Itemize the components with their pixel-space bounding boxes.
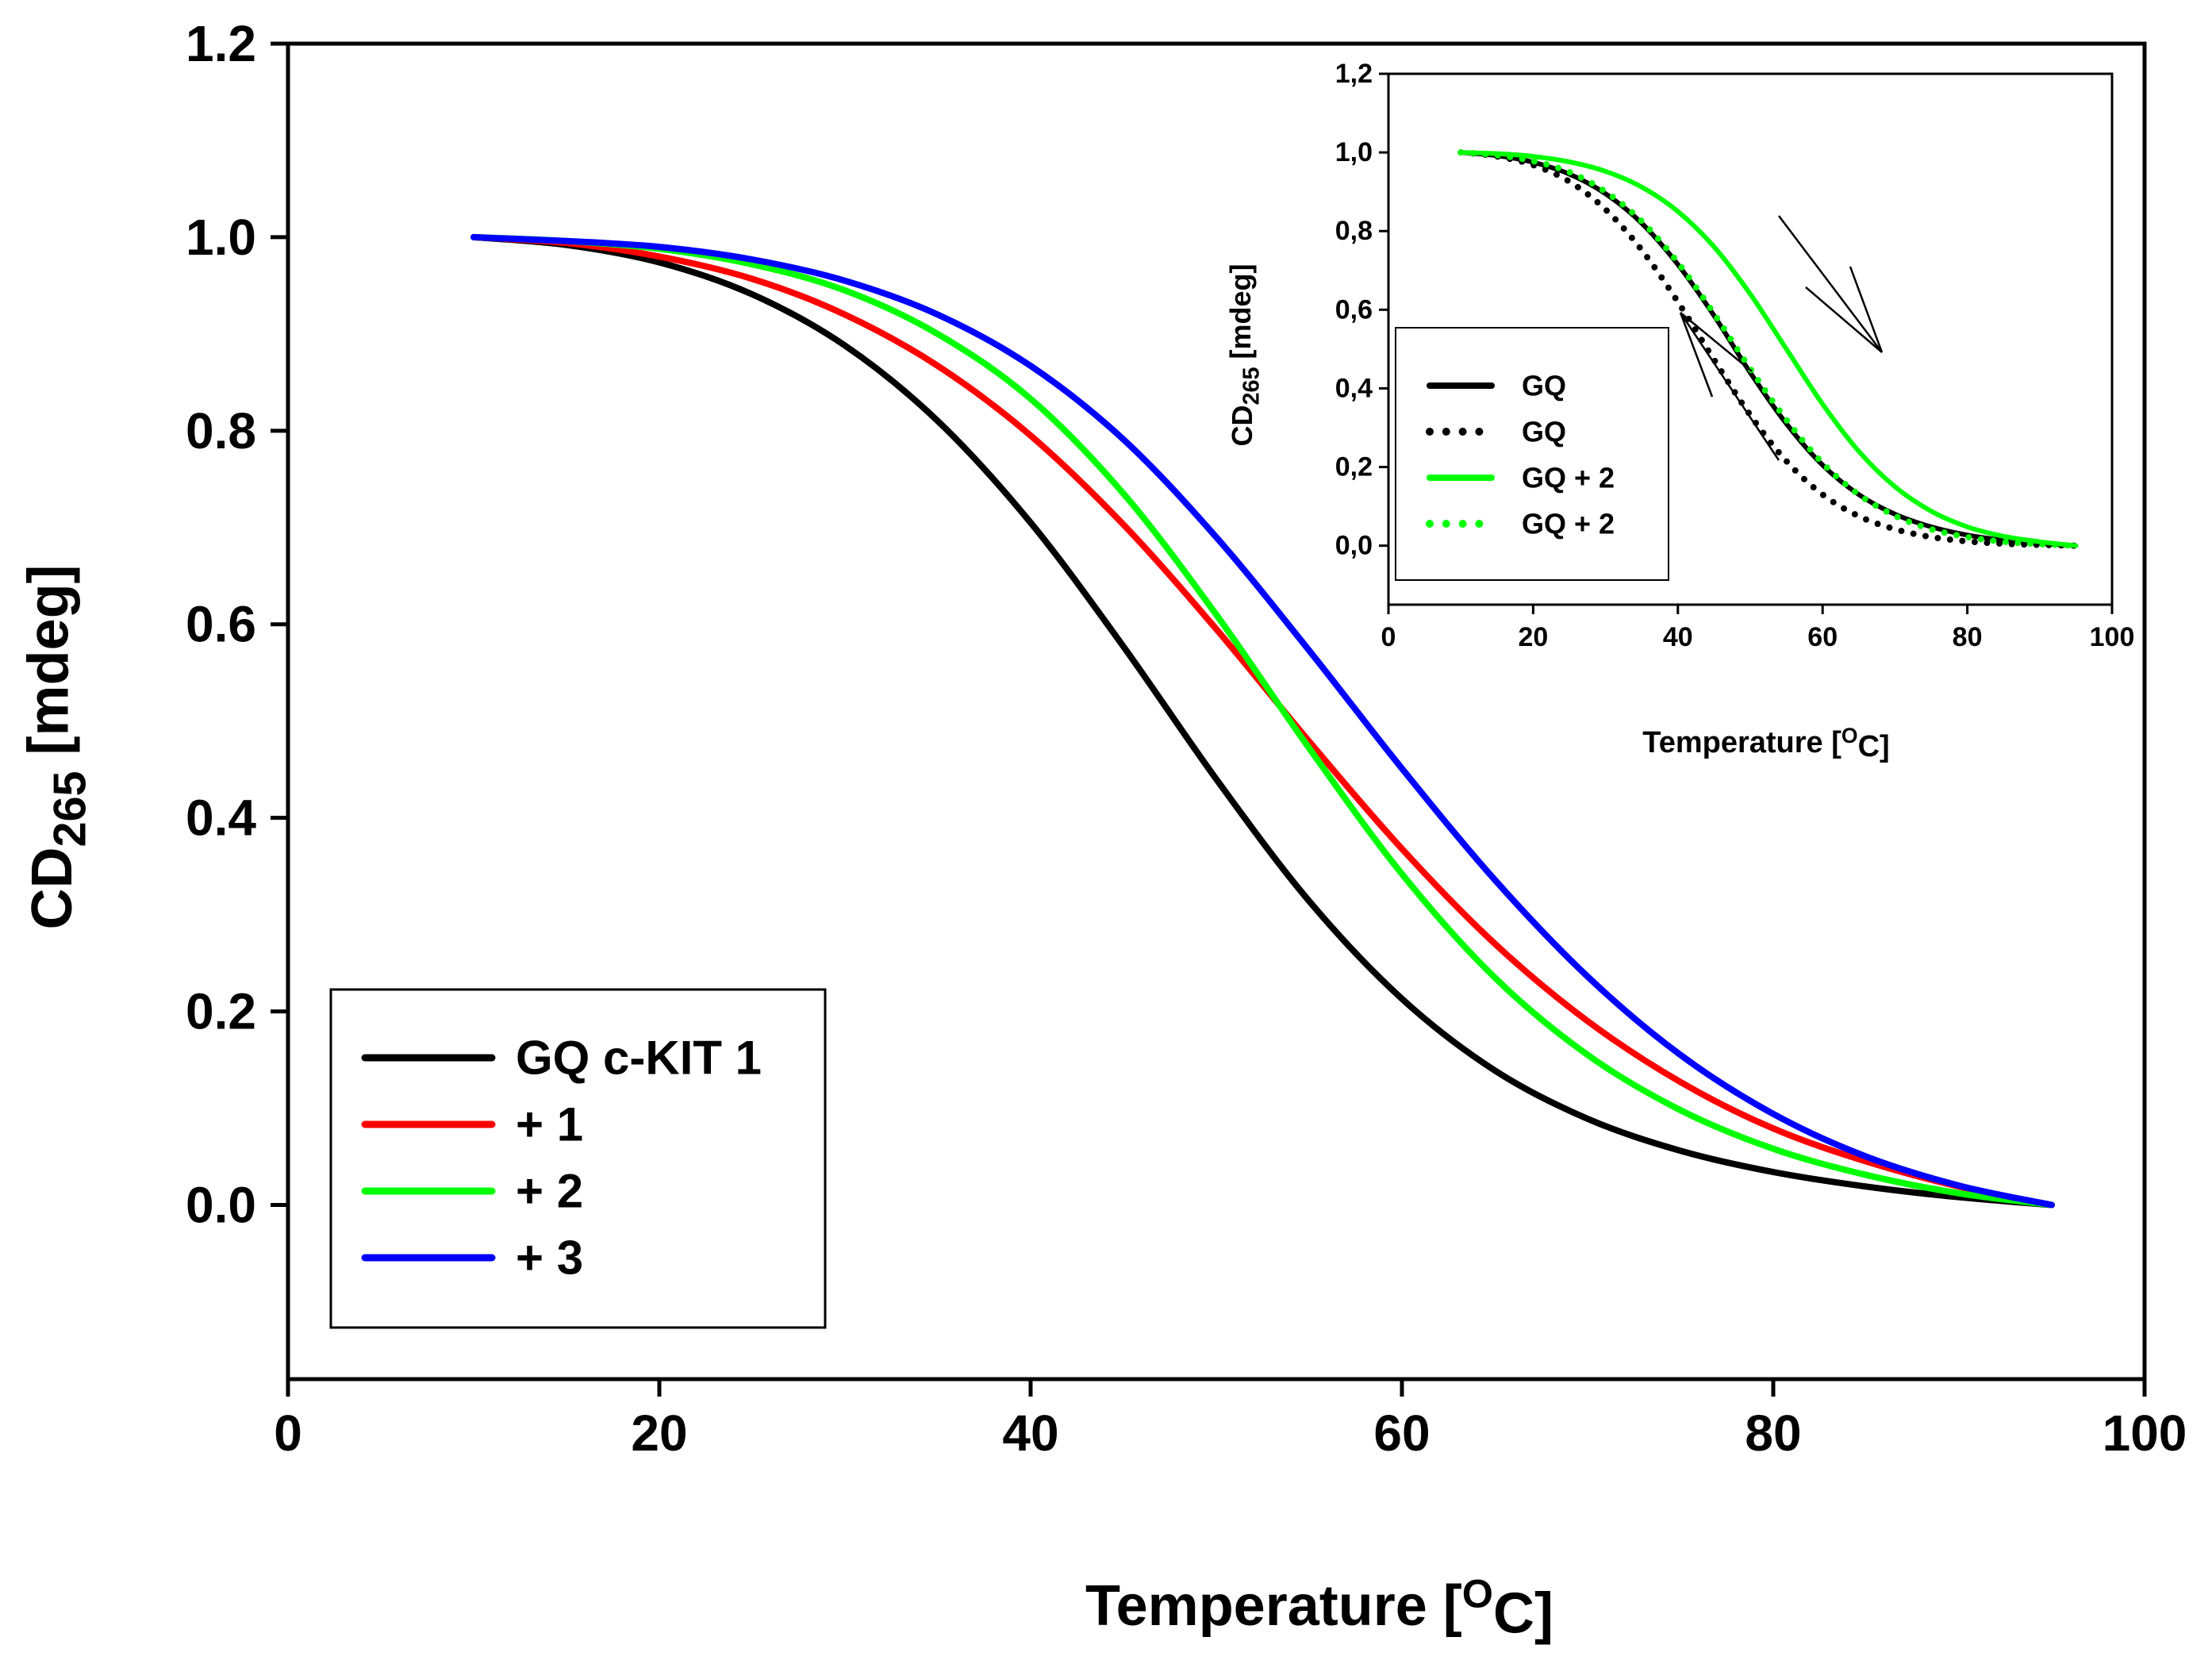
main-plot-frame [286,41,2147,1382]
inset-ytick-label: 1,2 [1335,59,1373,89]
main-ytick-label: 0.4 [186,790,256,847]
inset-legend-label-3: GQ + 2 [1522,508,1615,540]
cooling-arrow-icon [1679,312,1780,461]
main-xtick-label: 60 [1373,1405,1430,1462]
main-xtick-label: 20 [631,1405,687,1462]
inset-xtick-label: 0 [1381,622,1396,652]
inset-y-axis-label-prefix: CD [1226,405,1258,447]
main-y-axis-label: CD265 [mdeg] [17,564,96,929]
inset-ytick-label: 0,2 [1335,452,1373,482]
main-xtick-label: 100 [2103,1405,2187,1462]
inset-series-3-line [1457,149,2080,549]
main-legend-label-3: + 3 [516,1232,583,1285]
inset-x-axis-label-sup: O [1841,724,1858,747]
main-ytick-label: 1.0 [186,209,256,266]
main-ytick-label: 0.0 [186,1176,256,1233]
inset-series-2-line [1458,150,2079,548]
main-legend-label-1: + 1 [516,1098,583,1151]
inset-ytick-label: 1,0 [1335,137,1373,167]
main-ytick-label: 0.6 [186,596,256,653]
inset-y-axis-label-suffix: [mdeg] [1224,263,1257,367]
inset-chart: 0,0 0,2 0,4 0,6 0,8 1,0 1,2 0 20 40 60 80 100 Tempera… [1224,59,2135,763]
main-y-axis-label-suffix: [mdeg] [17,564,81,771]
main-legend-box [329,988,827,1329]
main-xtick-label: 40 [1002,1405,1058,1462]
inset-xtick-label: 80 [1953,622,1983,652]
main-y-axis-label-sub: 265 [44,771,95,847]
main-ytick-label: 0.8 [186,402,256,459]
inset-xtick-label: 100 [2090,622,2135,652]
inset-x-axis-label-text: Temperature [ [1642,726,1841,759]
main-x-axis-label-text: Temperature [ [1085,1574,1462,1638]
main-series-3-line [470,233,2055,1209]
main-legend-label-2: + 2 [516,1165,583,1218]
inset-xtick-label: 60 [1807,622,1838,652]
main-xtick-label: 80 [1745,1405,1801,1462]
inset-ytick-label: 0,4 [1335,373,1373,403]
inset-series-1-line [1457,149,2080,549]
inset-x-axis-label-suffix: C] [1858,730,1890,763]
inset-ytick-label: 0,6 [1335,294,1373,325]
inset-legend-box [1395,327,1669,581]
inset-legend-label-0: GQ [1522,370,1566,402]
inset-xtick-label: 40 [1663,622,1693,652]
heating-arrow-icon [1778,215,1884,353]
main-x-axis-label-suffix: C] [1493,1582,1553,1646]
inset-legend-label-2: GQ + 2 [1522,462,1615,494]
main-legend-label-0: GQ c-KIT 1 [516,1032,762,1085]
main-xtick-label: 0 [274,1405,302,1462]
main-series-2-line [470,233,2055,1209]
inset-plot-frame [1387,72,2114,606]
main-y-axis-label-prefix: CD [21,847,84,930]
inset-xtick-label: 20 [1518,622,1548,652]
inset-ytick-label: 0,0 [1335,531,1373,561]
inset-legend-label-1: GQ [1522,416,1566,448]
inset-y-axis-label: CD265 [mdeg] [1224,263,1265,446]
main-series-0-line [470,233,2055,1209]
main-ytick-label: 1.2 [186,15,256,72]
main-x-axis-label: Temperature [OC] [1085,1570,1553,1645]
inset-x-axis-label: Temperature [OC] [1642,724,1889,763]
main-x-axis-label-sup: O [1462,1570,1493,1616]
inset-y-axis-label-sub: 265 [1239,367,1265,405]
main-ytick-label: 0.2 [186,983,256,1040]
inset-ytick-label: 0,8 [1335,216,1373,246]
